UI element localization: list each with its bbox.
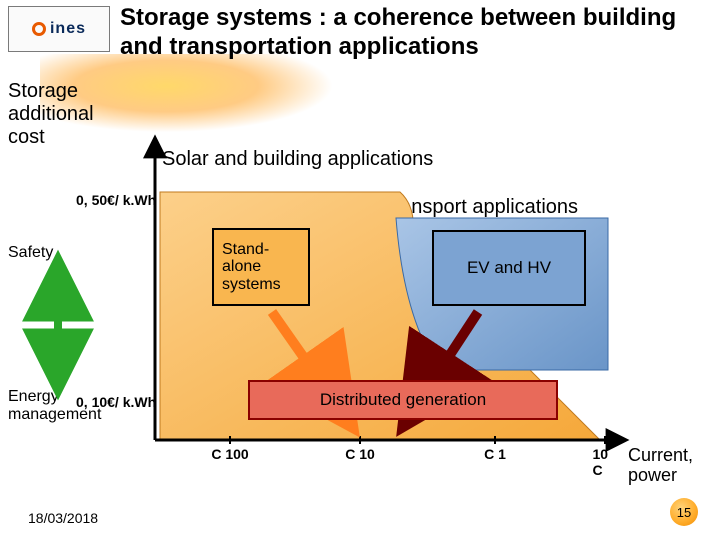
energy-mgmt-label: Energy management xyxy=(8,388,108,423)
box-standalone-label: Stand- alone systems xyxy=(222,241,281,294)
x-tick-2: C 1 xyxy=(484,446,506,462)
x-tick-0: C 100 xyxy=(211,446,248,462)
gradual-evolution-label: Gradual evolution xyxy=(448,338,589,359)
safety-label: Safety xyxy=(8,244,53,262)
section-transport-label: Transport applications xyxy=(382,196,578,219)
arrow-standalone-to-distributed xyxy=(272,312,314,372)
section-solar-label: Solar and building applications xyxy=(162,148,433,171)
x-tick-3: 10 C xyxy=(593,446,618,478)
box-dist-label: Distributed generation xyxy=(320,390,486,410)
page-title: Storage systems : a coherence between bu… xyxy=(120,4,706,62)
x-tick-1: C 10 xyxy=(345,446,375,462)
logo-text: ines xyxy=(50,20,86,38)
box-standalone: Stand- alone systems xyxy=(212,228,310,306)
y-axis-label: Storage additional cost xyxy=(8,80,108,149)
page-number: 15 xyxy=(677,505,691,520)
sun-icon xyxy=(32,22,46,36)
y-tick-high: 0, 50€/ k.Wh xyxy=(76,192,156,208)
box-ev-label: EV and HV xyxy=(467,258,551,278)
logo-box: ines xyxy=(8,6,110,52)
x-tick-labels: C 100 C 10 C 1 10 C xyxy=(190,446,630,476)
footer-date: 18/03/2018 xyxy=(28,510,98,526)
x-axis-label: Current, power xyxy=(628,446,708,486)
box-distributed-generation: Distributed generation xyxy=(248,380,558,420)
page-number-badge: 15 xyxy=(670,498,698,526)
box-ev-hv: EV and HV xyxy=(432,230,586,306)
